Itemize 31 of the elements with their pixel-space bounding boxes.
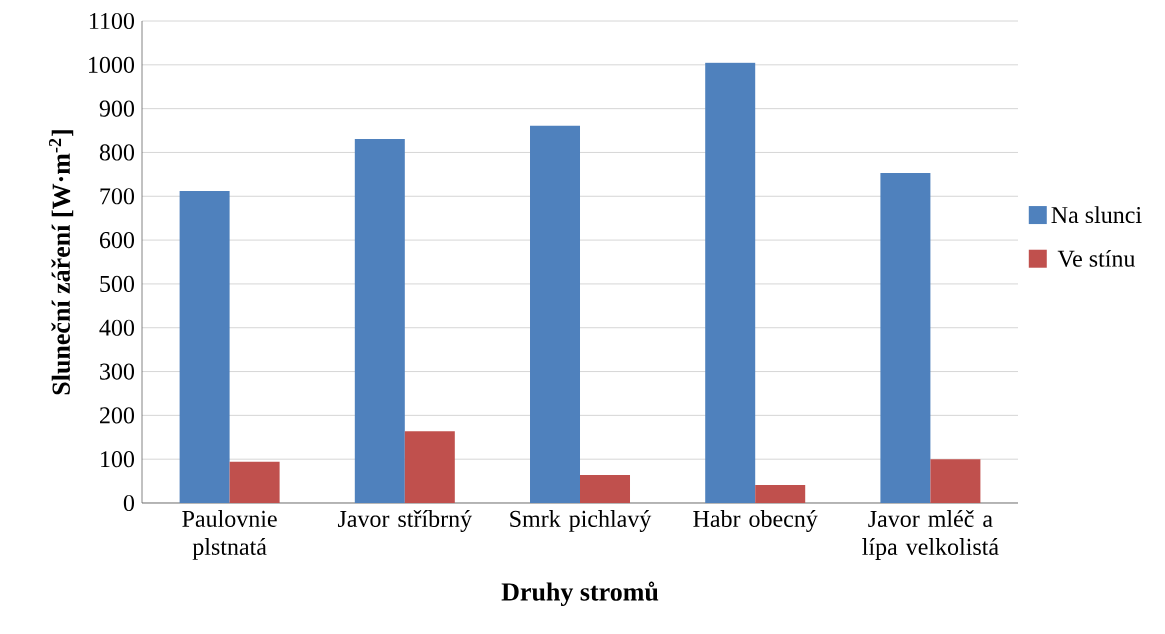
bar <box>930 459 981 503</box>
bar <box>705 62 756 503</box>
bar <box>530 125 581 503</box>
bar <box>229 461 280 503</box>
y-tick-label: 500 <box>100 275 135 292</box>
x-tick-label: Javor mléč a lípa velkolistá <box>862 510 999 560</box>
x-axis-title: Druhy stromů <box>501 581 659 607</box>
x-tick-label: Habr obecný <box>693 510 818 532</box>
y-tick-label: 700 <box>100 188 135 205</box>
y-tick-label: 400 <box>99 319 135 336</box>
y-axis-title: Sluneční záření [W·m$^{-2}$] <box>48 130 74 395</box>
y-tick-label: 600 <box>99 231 135 249</box>
bar <box>404 431 455 503</box>
bar <box>880 173 931 503</box>
x-tick-label: Javor stříbrný <box>337 510 473 532</box>
y-tick-label: 900 <box>99 100 135 117</box>
y-tick-label: 0 <box>123 494 135 512</box>
bar <box>755 485 806 503</box>
y-tick-label: 1100 <box>89 12 135 30</box>
legend-label: Ve stínu <box>1057 249 1136 267</box>
x-tick-label: Smrk pichlavý <box>510 510 652 532</box>
y-tick-label: 800 <box>99 144 135 161</box>
x-tick-label: Paulovnie plstnatá <box>182 510 277 560</box>
y-tick-label: 1000 <box>89 56 135 73</box>
bar <box>354 138 405 503</box>
legend-label: Na slunci <box>1051 206 1142 224</box>
bar <box>580 474 631 503</box>
y-tick-label: 300 <box>100 363 135 380</box>
y-tick-label: 100 <box>101 451 135 468</box>
y-tick-label: 200 <box>100 407 135 424</box>
bar <box>179 191 230 503</box>
